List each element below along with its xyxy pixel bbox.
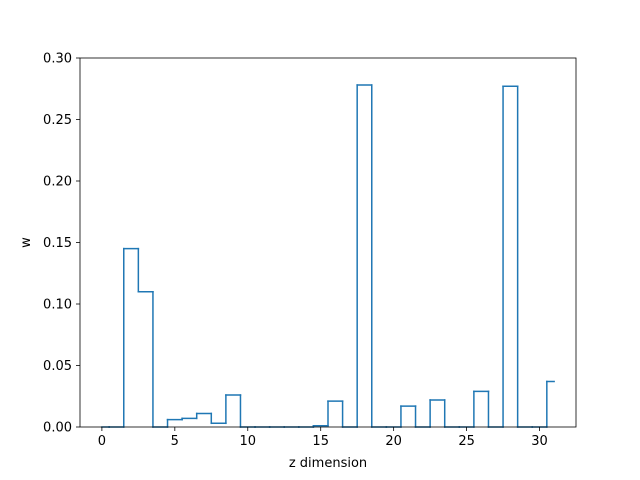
y-axis-label: w [19,237,34,248]
y-tick-label: 0.20 [43,175,72,190]
x-tick-label: 5 [171,434,179,449]
y-tick-label: 0.05 [43,359,72,374]
y-tick-label: 0.25 [43,113,72,128]
y-tick-label: 0.00 [43,421,72,436]
x-tick-label: 30 [531,434,548,449]
plot-frame [79,57,577,428]
x-tick-label: 20 [385,434,402,449]
axis-ticks: 0 5 10 15 20 25 30 0.00 0.05 0.10 0.15 0.20 0.25 0.30 [43,52,548,450]
x-tick-label: 25 [458,434,475,449]
y-tick-label: 0.10 [43,298,72,313]
x-tick-label: 10 [239,434,256,449]
x-tick-label: 15 [312,434,329,449]
x-tick-label: 0 [98,434,106,449]
y-tick-label: 0.30 [43,52,72,67]
y-tick-label: 0.15 [43,236,72,251]
x-axis-label: z dimension [289,456,367,471]
